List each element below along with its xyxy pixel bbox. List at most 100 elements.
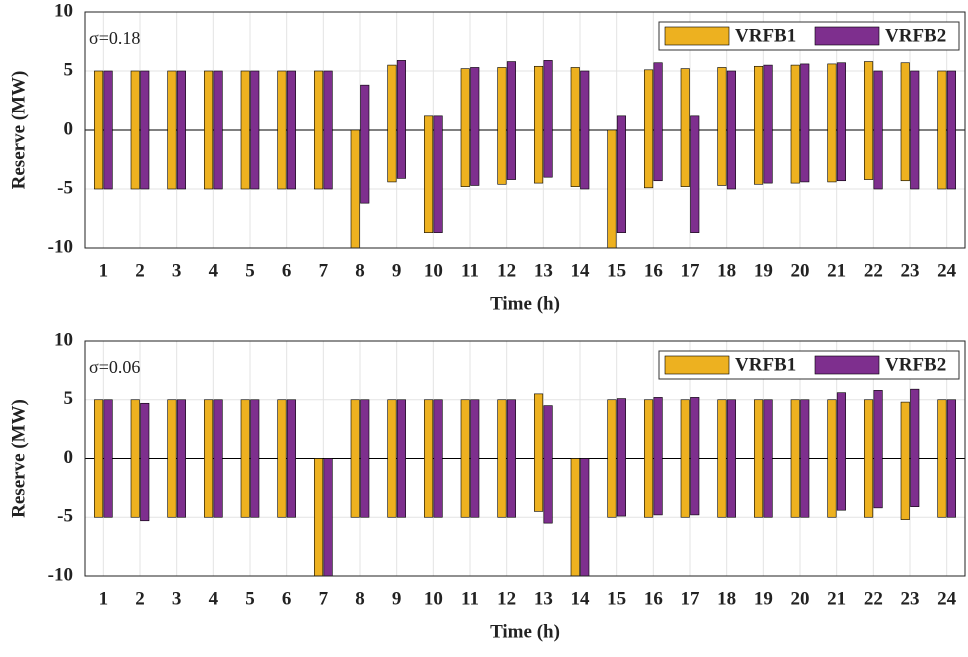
x-tick-label: 1 xyxy=(99,588,109,609)
bar xyxy=(717,67,727,186)
bar xyxy=(286,70,296,190)
x-tick-label: 9 xyxy=(392,588,402,609)
bar xyxy=(433,115,443,233)
bar xyxy=(167,70,177,190)
bar xyxy=(506,399,516,518)
y-tick-label: 5 xyxy=(64,59,74,80)
bar xyxy=(140,402,150,522)
bar xyxy=(167,399,177,518)
x-axis-label: Time (h) xyxy=(490,621,560,642)
x-tick-label: 6 xyxy=(282,588,292,609)
bar xyxy=(937,70,947,190)
bar xyxy=(653,397,663,516)
x-tick-label: 17 xyxy=(681,260,701,281)
bar xyxy=(460,68,470,187)
bar xyxy=(680,399,690,518)
y-axis-label: Reserve (MW) xyxy=(8,71,29,190)
bar xyxy=(946,399,956,518)
bar xyxy=(644,399,654,518)
bar xyxy=(497,399,507,518)
x-tick-label: 7 xyxy=(319,588,329,609)
bar xyxy=(946,70,956,190)
bar xyxy=(754,399,764,518)
y-tick-label: 0 xyxy=(64,447,74,468)
bar xyxy=(827,63,837,183)
y-tick-label: -10 xyxy=(48,236,73,257)
bar xyxy=(360,84,370,204)
x-tick-label: 4 xyxy=(209,260,219,281)
x-tick-label: 14 xyxy=(571,260,591,281)
x-tick-label: 21 xyxy=(827,260,846,281)
bar xyxy=(607,129,617,249)
bar xyxy=(616,398,626,517)
x-tick-label: 5 xyxy=(245,260,255,281)
bar xyxy=(314,458,324,577)
bar xyxy=(800,63,810,183)
bar xyxy=(910,70,920,190)
x-tick-label: 7 xyxy=(319,260,329,281)
x-tick-label: 24 xyxy=(937,588,957,609)
bar xyxy=(937,399,947,518)
x-tick-label: 10 xyxy=(424,260,443,281)
x-tick-label: 6 xyxy=(282,260,292,281)
bar xyxy=(543,405,553,524)
bar xyxy=(497,67,507,185)
bar xyxy=(506,61,516,180)
axes-box xyxy=(84,340,966,577)
y-tick-label: 10 xyxy=(54,0,73,21)
legend-label: VRFB2 xyxy=(885,354,946,375)
bar xyxy=(176,70,186,190)
bar xyxy=(323,458,333,577)
bar xyxy=(213,399,223,518)
bar xyxy=(653,62,663,182)
subplot: 1 2 3 4 5 6 7 8 9 10 11 12 13 14 15 16 17 18 19 20 21 22 23 24-… xyxy=(8,329,966,642)
y-tick-label: 0 xyxy=(64,118,74,139)
x-tick-label: 11 xyxy=(461,260,479,281)
bar xyxy=(726,70,736,190)
bar xyxy=(204,399,214,518)
bar xyxy=(176,399,186,518)
legend-swatch xyxy=(814,355,880,375)
legend: VRFB1 VRFB2 xyxy=(658,21,960,51)
x-tick-label: 15 xyxy=(607,260,626,281)
bar xyxy=(754,65,764,185)
x-tick-label: 24 xyxy=(937,260,957,281)
x-tick-label: 12 xyxy=(497,260,516,281)
bar xyxy=(680,68,690,187)
bar xyxy=(534,393,544,512)
bar xyxy=(543,60,553,178)
bar xyxy=(836,392,846,511)
bar xyxy=(277,70,287,190)
x-tick-label: 19 xyxy=(754,588,773,609)
x-tick-label: 16 xyxy=(644,260,663,281)
bar xyxy=(103,399,113,518)
bar xyxy=(690,115,700,233)
bar xyxy=(314,70,324,190)
bar xyxy=(360,399,370,518)
bar xyxy=(864,61,874,180)
bar xyxy=(580,458,590,577)
bar xyxy=(580,70,590,190)
annotation: σ=0.18 xyxy=(89,28,140,48)
bar xyxy=(204,70,214,190)
bar xyxy=(396,399,406,518)
y-axis-label: Reserve (MW) xyxy=(8,399,29,518)
x-tick-label: 16 xyxy=(644,588,663,609)
bar xyxy=(240,399,250,518)
bar xyxy=(94,70,104,190)
x-tick-label: 15 xyxy=(607,588,626,609)
x-tick-label: 21 xyxy=(827,588,846,609)
bar xyxy=(616,115,626,233)
y-tick-label: -5 xyxy=(57,506,73,527)
bar xyxy=(900,401,910,520)
x-tick-label: 9 xyxy=(392,260,402,281)
bar xyxy=(350,399,360,518)
bar xyxy=(726,399,736,518)
x-tick-label: 18 xyxy=(717,588,736,609)
bar xyxy=(323,70,333,190)
y-tick-label: -5 xyxy=(57,177,73,198)
bar xyxy=(644,69,654,189)
bar xyxy=(790,399,800,518)
x-tick-label: 13 xyxy=(534,260,553,281)
bar xyxy=(250,70,260,190)
